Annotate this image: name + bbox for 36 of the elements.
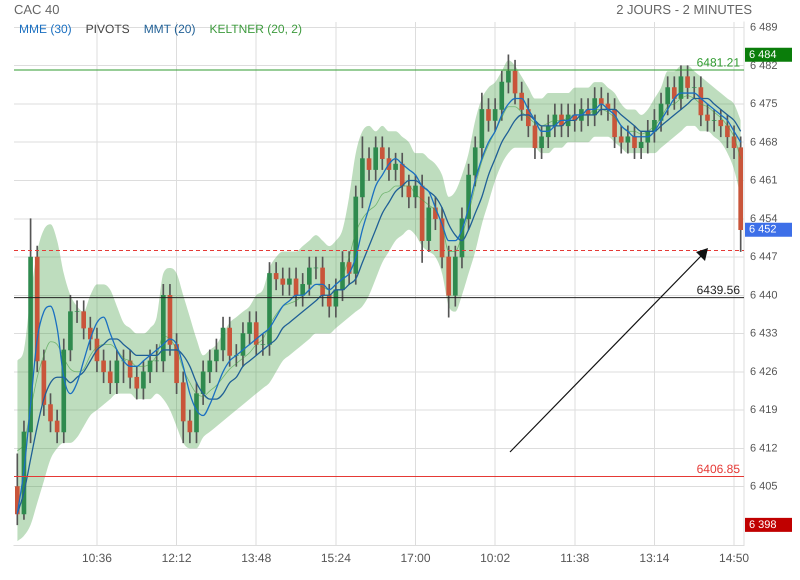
text: MMT (20) [144,22,196,36]
y-tick-label: 6 405 [750,480,778,493]
y-tick-label: 6 440 [750,289,778,302]
x-tick-label: 10:36 [82,551,112,566]
y-tick-label: 6 419 [750,404,778,416]
x-tick-label: 15:24 [320,551,352,566]
y-tick-label: 6 433 [750,328,778,340]
text: MME (30) [19,22,72,36]
y-tick-label: 6 412 [750,442,778,454]
y-tick-label: 6 447 [750,251,778,264]
x-tick-label: 14:50 [719,551,750,566]
text: KELTNER (20, 2) [209,22,302,36]
y-tick-label: 6 489 [750,21,778,34]
text: 6 452 [749,224,777,236]
ref-line-label: 6439.56 [696,282,740,297]
x-tick-label: 17:00 [400,551,431,566]
y-tick-label: 6 482 [750,60,778,72]
ref-line-label: 6406.85 [696,462,740,476]
x-tick-label: 13:48 [241,551,272,566]
chart-title: CAC 40 [14,2,60,17]
y-tick-label: 6 454 [750,212,778,225]
candlestick [705,104,710,132]
x-tick-label: 11:38 [560,551,590,566]
x-tick-label: 13:14 [639,551,670,566]
candlestick [314,256,318,280]
text: 6 484 [749,48,777,61]
x-tick-label: 10:02 [480,551,510,566]
text: 6 398 [749,518,777,531]
y-tick-label: 6 475 [750,98,778,110]
chart-subtitle: 2 JOURS - 2 MINUTES [616,2,752,17]
ref-line-label: 6481.21 [696,55,740,70]
y-tick-label: 6 461 [750,174,778,187]
annotation: PIVOTS [86,22,130,36]
y-tick-label: 6 468 [750,136,778,148]
y-tick-label: 6 426 [750,366,778,378]
x-tick-label: 12:12 [162,551,192,566]
